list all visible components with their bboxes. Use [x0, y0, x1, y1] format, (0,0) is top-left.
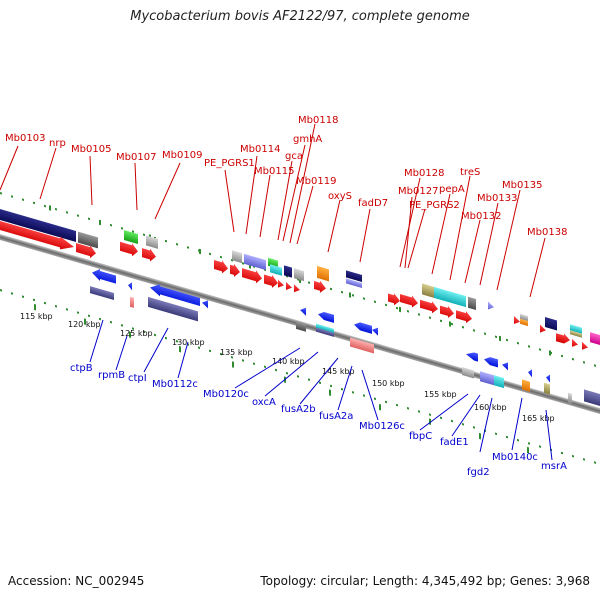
label-mb0115[interactable]: Mb0115 [254, 166, 294, 177]
label-oxys[interactable]: oxyS [328, 191, 352, 202]
label-mb0135[interactable]: Mb0135 [502, 180, 542, 191]
gene-oxca[interactable] [318, 310, 334, 323]
label-fusa2a[interactable]: fusA2a [319, 411, 353, 422]
label-mb0132[interactable]: Mb0132 [461, 211, 501, 222]
gene-oxys[interactable] [317, 265, 329, 282]
tick-label: 165 kbp [522, 414, 555, 423]
label-pepa[interactable]: pepA [439, 184, 465, 195]
tick-label: 155 kbp [424, 390, 457, 399]
label-mb0119[interactable]: Mb0119 [296, 176, 336, 187]
reverse-leaders [89, 319, 553, 461]
gene-mb0118[interactable] [294, 268, 304, 282]
label-pe-pgrs1[interactable]: PE_PGRS1 [204, 158, 255, 169]
tick-label: 150 kbp [372, 379, 405, 388]
gene-fade1[interactable] [462, 366, 474, 379]
label-rpmb[interactable]: rpmB [98, 370, 125, 381]
label-mb0133[interactable]: Mb0133 [477, 193, 517, 204]
gene-nrp-grey[interactable] [78, 231, 98, 249]
label-fbpc[interactable]: fbpC [409, 431, 432, 442]
gene-mb0120c[interactable] [300, 306, 306, 316]
label-fgd2[interactable]: fgd2 [467, 467, 490, 478]
gene-pepa[interactable] [422, 283, 434, 298]
label-ctpb[interactable]: ctpB [70, 363, 93, 374]
label-msra[interactable]: msrA [541, 461, 567, 472]
gene-nrp[interactable] [0, 219, 74, 253]
reverse-genes [90, 267, 600, 407]
tick-label: 120 kbp [68, 320, 101, 329]
gene-ctpi[interactable] [150, 282, 200, 309]
scale-ticks [34, 303, 529, 454]
gene-fbpc[interactable] [466, 350, 478, 362]
label-fadd7[interactable]: fadD7 [358, 198, 388, 209]
gene-fgd2[interactable] [480, 371, 494, 386]
gene-mb0109[interactable] [146, 235, 158, 249]
gene-mb0140c[interactable] [528, 368, 532, 378]
gene-gca[interactable] [270, 264, 282, 276]
gene-fusa2a[interactable] [354, 321, 372, 334]
gene-mb0107[interactable] [124, 229, 138, 245]
label-mb0105[interactable]: Mb0105 [71, 144, 111, 155]
gene-mb0133[interactable] [488, 301, 494, 312]
tick-label: 115 kbp [20, 312, 53, 321]
forward-leaders [0, 123, 546, 298]
gene-fusa2b[interactable] [316, 323, 334, 333]
label-fade1[interactable]: fadE1 [440, 437, 469, 448]
label-nrp[interactable]: nrp [49, 138, 66, 149]
reverse-labels: ctpB rpmB ctpI Mb0112c Mb0120c oxcA fusA… [70, 363, 567, 478]
label-gmha[interactable]: gmhA [293, 134, 322, 145]
label-mb0103[interactable]: Mb0103 [5, 133, 45, 144]
label-ctpi[interactable]: ctpI [128, 373, 147, 384]
gene-mb0127[interactable] [388, 292, 400, 307]
label-mb0109[interactable]: Mb0109 [162, 150, 202, 161]
genome-summary-text: Topology: circular; Length: 4,345,492 bp… [260, 574, 590, 588]
gene-mb0107-arrow[interactable] [120, 240, 138, 258]
gene-mb0126c[interactable] [350, 337, 374, 354]
tick-label: 135 kbp [220, 348, 253, 357]
tick-label: 145 kbp [322, 367, 355, 376]
label-mb0107[interactable]: Mb0107 [116, 152, 156, 163]
label-mb0127[interactable]: Mb0127 [398, 186, 438, 197]
gene-rpmb[interactable] [130, 296, 134, 308]
gene-gmha[interactable] [284, 265, 292, 278]
label-fusa2b[interactable]: fusA2b [281, 404, 316, 415]
gene-pe-pgrs2[interactable] [420, 298, 438, 315]
forward-genes [0, 209, 600, 350]
gene-mb0119[interactable] [314, 279, 326, 294]
gene-mb0135[interactable] [514, 316, 520, 326]
gene-pe-pgrs1[interactable] [214, 258, 228, 275]
gene-mb0128[interactable] [400, 292, 418, 309]
gene-mb0138[interactable] [545, 317, 557, 331]
gene-ctpb[interactable] [92, 267, 116, 286]
lower-dotted-line [0, 289, 600, 466]
label-pe-pgrs2[interactable]: PE_PGRS2 [409, 200, 460, 211]
gene-mb0132[interactable] [468, 296, 476, 311]
label-oxca[interactable]: oxcA [252, 397, 276, 408]
label-mb0128[interactable]: Mb0128 [404, 168, 444, 179]
map-title: Mycobacterium bovis AF2122/97, complete … [130, 9, 470, 24]
label-gca[interactable]: gca [285, 151, 303, 162]
gene-mb0114[interactable] [244, 253, 266, 271]
gene-fadd7[interactable] [346, 270, 362, 282]
label-mb0120c[interactable]: Mb0120c [203, 389, 249, 400]
gene-pe-pgrs1-grey[interactable] [232, 250, 242, 264]
gene-msra[interactable] [546, 373, 550, 383]
tick-label: 140 kbp [272, 357, 305, 366]
accession-text: Accession: NC_002945 [8, 574, 145, 588]
gene-tres[interactable] [434, 286, 452, 304]
label-mb0126c[interactable]: Mb0126c [359, 421, 405, 432]
label-mb0140c[interactable]: Mb0140c [492, 452, 538, 463]
label-tres[interactable]: treS [460, 167, 480, 178]
gene-mb0109-arrow[interactable] [142, 246, 156, 263]
gene-mb0105[interactable] [76, 241, 96, 260]
forward-labels: Mb0103 nrp Mb0105 Mb0107 Mb0109 PE_PGRS1… [5, 115, 567, 238]
gene-mb0103[interactable] [0, 209, 76, 243]
gene-mb0112c[interactable] [148, 296, 198, 322]
label-mb0114[interactable]: Mb0114 [240, 144, 280, 155]
tick-label: 125 kbp [120, 329, 153, 338]
label-mb0118[interactable]: Mb0118 [298, 115, 338, 126]
label-mb0112c[interactable]: Mb0112c [152, 379, 198, 390]
label-mb0138[interactable]: Mb0138 [527, 227, 567, 238]
